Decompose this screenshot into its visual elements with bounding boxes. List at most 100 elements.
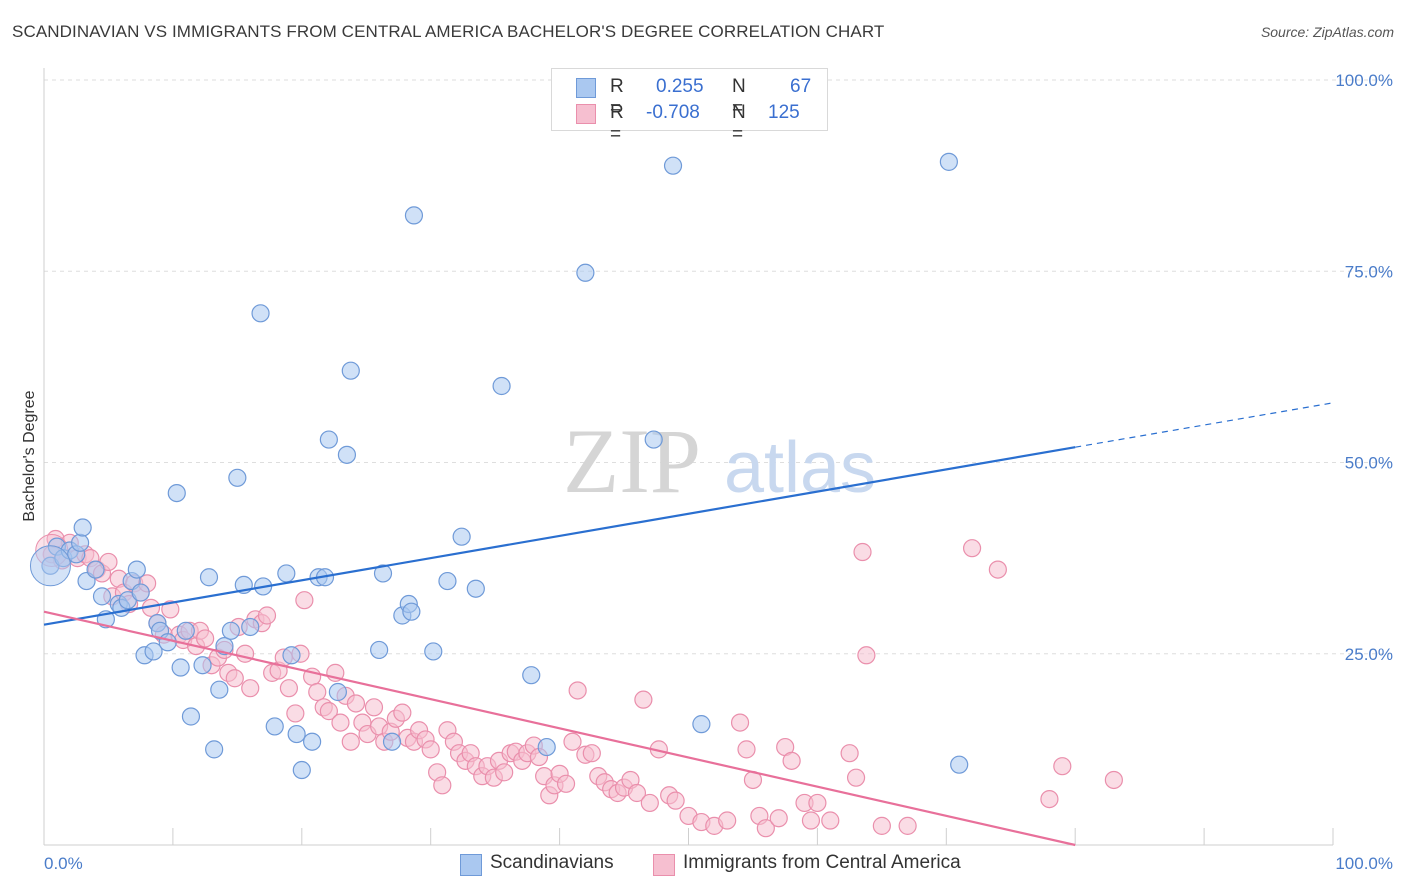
data-point [161, 600, 180, 619]
data-point [193, 656, 212, 675]
data-point [737, 740, 756, 759]
data-point [331, 713, 350, 732]
data-point [277, 564, 296, 583]
trend-line-immigrants [43, 610, 1076, 847]
y-tick-label: 50.0% [1345, 454, 1393, 473]
data-point [644, 430, 663, 449]
data-point [215, 636, 234, 656]
legend-r-value: -0.708 [646, 102, 700, 123]
data-point [171, 658, 190, 677]
data-point [176, 621, 195, 640]
series-scandinavians [29, 152, 969, 780]
data-point [840, 744, 859, 763]
data-point [872, 816, 891, 835]
data-point [257, 606, 277, 625]
data-point [576, 263, 595, 282]
data-point [364, 698, 384, 717]
data-point [1040, 789, 1059, 809]
legend-swatch-blue [576, 78, 596, 98]
axes [43, 68, 1334, 846]
legend-swatch-pink [576, 104, 596, 124]
data-point [131, 583, 150, 602]
data-point [241, 617, 260, 637]
watermark-atlas: atlas [724, 428, 876, 508]
legend-r-value: 0.255 [656, 76, 704, 97]
data-point [950, 755, 969, 774]
data-point [295, 591, 314, 610]
data-point [319, 702, 338, 721]
legend-n-value: 67 [790, 76, 812, 97]
data-point [341, 732, 360, 751]
legend-swatch-blue [460, 854, 482, 876]
data-point [196, 629, 215, 648]
data-point [319, 430, 338, 449]
data-point [328, 682, 347, 702]
source-label: Source: ZipAtlas.com [1260, 24, 1394, 40]
data-point [821, 811, 840, 830]
watermark-zip: ZIP [563, 410, 701, 512]
data-point [167, 484, 186, 503]
data-point [769, 809, 788, 828]
data-point [370, 640, 389, 660]
data-point [452, 527, 471, 546]
data-point [373, 564, 393, 583]
legend-n-value: 125 [768, 102, 800, 123]
data-point [86, 560, 105, 579]
legend-r-label: R = [610, 102, 624, 145]
data-point [582, 744, 601, 763]
data-point [181, 707, 201, 726]
trend-lines [43, 402, 1334, 847]
data-point [424, 642, 443, 661]
grid-lines [44, 79, 1392, 655]
watermark: ZIP atlas [563, 410, 876, 512]
data-point [730, 713, 750, 732]
data-point-large [29, 545, 71, 587]
x-tick-label: 0.0% [44, 854, 83, 873]
data-point [1104, 770, 1123, 790]
data-point [282, 646, 301, 665]
legend-label: Immigrants from Central America [683, 852, 961, 873]
data-point [205, 740, 224, 759]
data-point [756, 819, 775, 838]
data-point [939, 152, 958, 171]
data-point [404, 206, 424, 225]
data-point [346, 694, 366, 713]
data-point [663, 156, 683, 175]
data-point [634, 690, 653, 709]
data-point [265, 717, 284, 736]
data-point [495, 763, 514, 782]
data-point [286, 704, 305, 723]
y-tick-label: 25.0% [1345, 645, 1393, 664]
data-point [127, 560, 146, 579]
data-point [857, 646, 876, 665]
data-point [279, 679, 299, 698]
data-point [393, 703, 412, 722]
y-tick-label: 75.0% [1345, 262, 1393, 281]
data-point [522, 666, 541, 685]
data-point [1053, 757, 1072, 776]
data-point [341, 361, 360, 380]
data-point [537, 737, 556, 757]
series-immigrants-central-america [35, 529, 1123, 838]
data-point [627, 783, 647, 803]
data-point [718, 811, 737, 830]
data-point [988, 560, 1007, 579]
y-tick-label: 100.0% [1335, 71, 1393, 90]
data-point [492, 376, 511, 396]
data-point [846, 768, 866, 787]
legend-swatch-pink [653, 854, 675, 876]
data-point [73, 518, 92, 537]
legend-n-label: N = [732, 76, 746, 119]
data-point [303, 732, 322, 751]
data-point [563, 732, 582, 751]
data-point [801, 811, 821, 830]
tick-labels: 25.0% 50.0% 75.0% 100.0% 0.0% 100.0% [44, 71, 1393, 873]
data-point [251, 304, 270, 323]
data-point [853, 542, 872, 562]
chart-title: SCANDINAVIAN VS IMMIGRANTS FROM CENTRAL … [12, 22, 885, 41]
data-point [421, 740, 440, 759]
data-point [221, 621, 241, 640]
data-point [241, 679, 260, 698]
correlation-legend: R = 0.255 N = 67 R = -0.708 N = 125 [551, 68, 828, 145]
